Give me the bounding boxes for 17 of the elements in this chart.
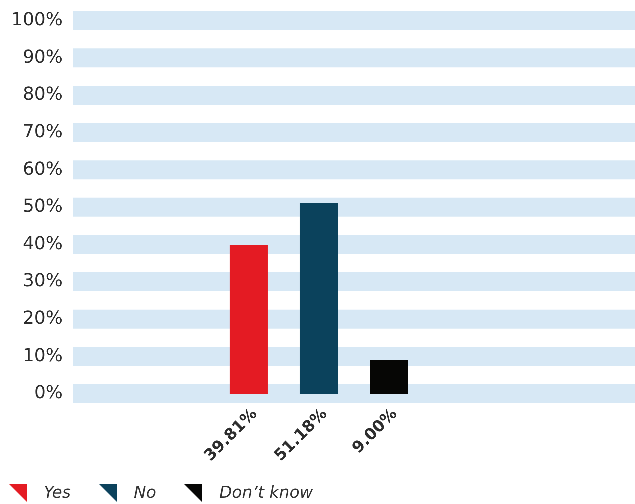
y-tick-label: 40% <box>22 233 63 254</box>
y-tick-label: 70% <box>22 121 63 142</box>
y-tick-label: 20% <box>22 308 63 330</box>
legend-label: Don’t know <box>219 483 314 502</box>
y-tick-label: 0% <box>34 382 63 404</box>
y-tick-label: 30% <box>22 270 63 292</box>
legend-label: Yes <box>44 483 72 502</box>
y-tick-label: 80% <box>22 84 63 106</box>
y-tick-label: 60% <box>22 158 63 180</box>
y-tick-label: 10% <box>22 345 63 366</box>
bar <box>300 202 338 394</box>
y-tick-label: 100% <box>12 9 63 30</box>
bar <box>230 245 268 394</box>
bar <box>370 360 408 394</box>
legend-label: No <box>134 483 156 502</box>
y-tick-label: 50% <box>22 196 63 218</box>
y-tick-label: 90% <box>22 46 63 68</box>
